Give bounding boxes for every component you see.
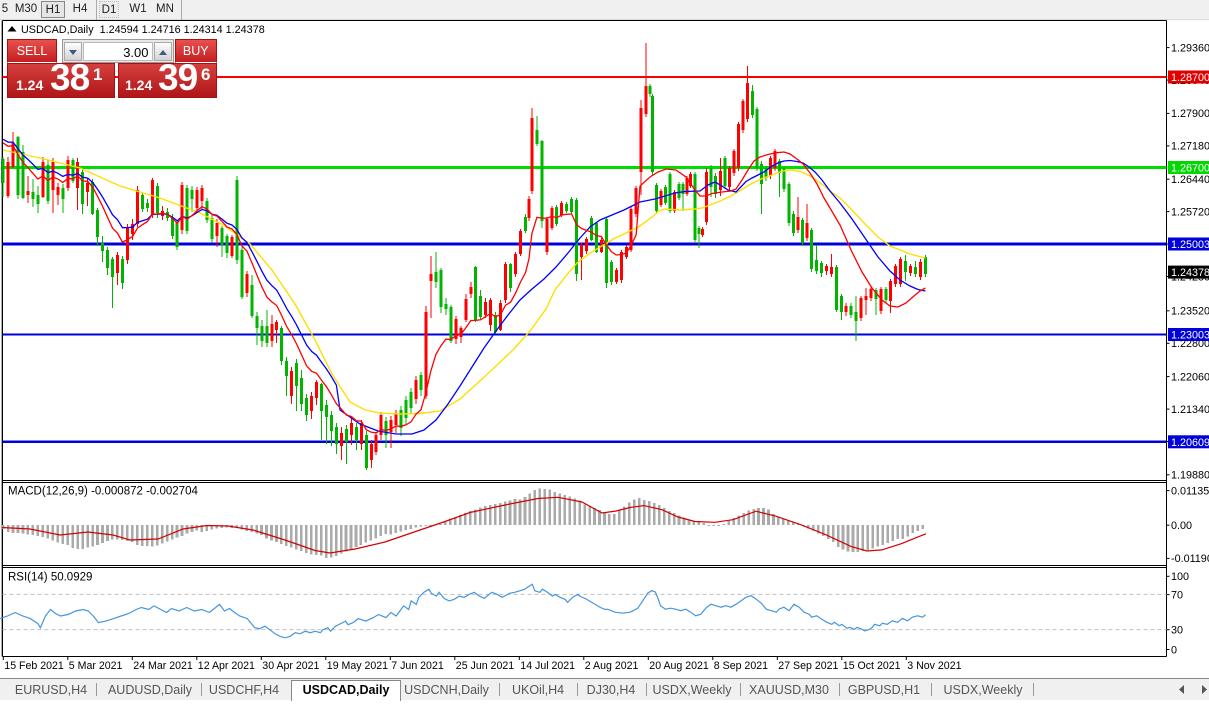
svg-text:USDCAD,Daily 1.24594 1.24716: USDCAD,Daily 1.24594 1.24716 1.24314 1.2… [21, 24, 265, 36]
svg-text:1.23520: 1.23520 [1171, 306, 1209, 318]
svg-text:0: 0 [1171, 644, 1177, 656]
svg-text:0.00: 0.00 [1171, 520, 1192, 532]
svg-text:1.22800: 1.22800 [1171, 338, 1209, 350]
svg-text:27 Sep 2021: 27 Sep 2021 [778, 660, 838, 672]
svg-text:24 Mar 2021: 24 Mar 2021 [133, 660, 193, 672]
svg-text:1.29360: 1.29360 [1171, 42, 1209, 54]
svg-text:1.27180: 1.27180 [1171, 141, 1209, 153]
svg-text:19 May 2021: 19 May 2021 [327, 660, 388, 672]
svg-text:100: 100 [1171, 571, 1189, 583]
svg-text:-0.011904: -0.011904 [1171, 553, 1209, 565]
svg-text:30: 30 [1171, 625, 1183, 637]
svg-text:14 Jul 2021: 14 Jul 2021 [520, 660, 575, 672]
svg-text:0.01135: 0.01135 [1171, 485, 1209, 497]
svg-text:3 Nov 2021: 3 Nov 2021 [907, 660, 961, 672]
svg-text:1.27900: 1.27900 [1171, 108, 1209, 120]
svg-text:1.22060: 1.22060 [1171, 371, 1209, 383]
svg-text:5 Mar 2021: 5 Mar 2021 [69, 660, 123, 672]
svg-text:1.24378: 1.24378 [1171, 267, 1209, 279]
svg-text:1.23003: 1.23003 [1171, 330, 1209, 342]
svg-text:1.19880: 1.19880 [1171, 470, 1209, 482]
svg-text:7 Jun 2021: 7 Jun 2021 [391, 660, 444, 672]
svg-text:1.21340: 1.21340 [1171, 404, 1209, 416]
svg-text:2 Aug 2021: 2 Aug 2021 [585, 660, 639, 672]
svg-text:15 Feb 2021: 15 Feb 2021 [4, 660, 64, 672]
svg-text:12 Apr 2021: 12 Apr 2021 [198, 660, 255, 672]
svg-text:20 Aug 2021: 20 Aug 2021 [649, 660, 709, 672]
svg-text:1.20609: 1.20609 [1171, 437, 1209, 449]
svg-text:MACD(12,26,9) -0.000872 -0.002: MACD(12,26,9) -0.000872 -0.002704 [8, 486, 198, 498]
svg-text:1.25720: 1.25720 [1171, 206, 1209, 218]
svg-text:8 Sep 2021: 8 Sep 2021 [714, 660, 768, 672]
svg-text:30 Apr 2021: 30 Apr 2021 [262, 660, 319, 672]
svg-text:25 Jun 2021: 25 Jun 2021 [456, 660, 514, 672]
svg-text:15 Oct 2021: 15 Oct 2021 [843, 660, 901, 672]
svg-text:1.25003: 1.25003 [1171, 239, 1209, 251]
svg-text:RSI(14) 50.0929: RSI(14) 50.0929 [8, 572, 92, 584]
svg-text:70: 70 [1171, 589, 1183, 601]
svg-text:1.26700: 1.26700 [1171, 163, 1209, 175]
svg-text:1.28700: 1.28700 [1171, 72, 1209, 84]
svg-text:1.26440: 1.26440 [1171, 174, 1209, 186]
